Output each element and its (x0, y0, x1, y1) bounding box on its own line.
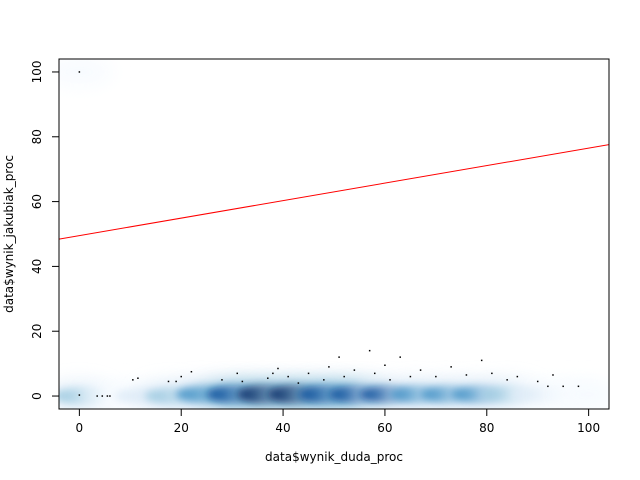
x-axis: 0 20 40 60 80 100 (76, 408, 600, 435)
density-layer (59, 59, 609, 409)
outlier-point (577, 385, 580, 388)
x-axis-title: data$wynik_duda_proc (265, 450, 403, 464)
x-tick-label: 20 (174, 421, 189, 435)
outlier-point (106, 395, 109, 397)
outlier-point (96, 395, 98, 397)
outlier-point (78, 394, 81, 396)
outlier-point (536, 380, 539, 383)
outlier-point (241, 380, 244, 383)
y-tick-label: 0 (30, 392, 44, 400)
outlier-point (132, 379, 134, 381)
regression-line-group (59, 144, 609, 240)
outlier-point (343, 375, 345, 378)
y-tick-label: 100 (30, 61, 44, 84)
outlier-point (338, 356, 340, 358)
outlier-point (180, 375, 182, 378)
outlier-point (547, 385, 549, 388)
outlier-point (101, 395, 104, 397)
outlier-point (109, 395, 111, 397)
outlier-point (562, 385, 564, 388)
plot-frame (58, 58, 610, 410)
outlier-point (267, 377, 269, 379)
x-tick-label: 60 (377, 421, 392, 435)
outlier-point (167, 380, 170, 383)
outlier-point (368, 349, 371, 352)
y-axis-title: data$wynik_jakubiak_proc (2, 155, 16, 313)
outlier-point (435, 375, 437, 378)
outlier-point (137, 377, 139, 379)
outlier-point (307, 372, 310, 375)
outlier-point (409, 375, 412, 378)
y-axis: 0 20 40 60 80 100 (30, 61, 60, 400)
outlier-point (221, 379, 223, 381)
outlier-point (399, 356, 401, 358)
outlier-point (328, 366, 330, 368)
outlier-point (506, 379, 508, 381)
outlier-point (190, 370, 193, 373)
outlier-point (373, 372, 376, 375)
regression-line (59, 144, 609, 240)
outlier-point (353, 369, 356, 371)
y-tick-label: 60 (30, 194, 44, 209)
outlier-point (516, 375, 519, 378)
x-tick-label: 100 (577, 421, 600, 435)
density-halo (59, 59, 114, 86)
outlier-point (277, 367, 279, 370)
outlier-points (78, 71, 580, 397)
outlier-point (389, 379, 391, 381)
outlier-point (491, 372, 493, 375)
outlier-point (480, 359, 483, 362)
outlier-point (465, 374, 468, 376)
y-tick-label: 80 (30, 129, 44, 144)
x-tick-label: 0 (76, 421, 84, 435)
outlier-point (297, 382, 300, 384)
x-tick-label: 80 (479, 421, 494, 435)
outlier-point (552, 374, 554, 376)
outlier-point (236, 372, 238, 375)
outlier-point (78, 71, 81, 73)
outlier-point (419, 369, 422, 371)
outlier-point (323, 379, 325, 381)
y-tick-label: 20 (30, 324, 44, 339)
outlier-point (272, 372, 274, 375)
outlier-point (175, 380, 177, 383)
density-halo (554, 380, 609, 409)
outlier-point (384, 364, 386, 366)
x-tick-label: 40 (275, 421, 290, 435)
outlier-point (287, 375, 289, 378)
y-tick-label: 40 (30, 259, 44, 274)
outlier-point (450, 366, 452, 368)
